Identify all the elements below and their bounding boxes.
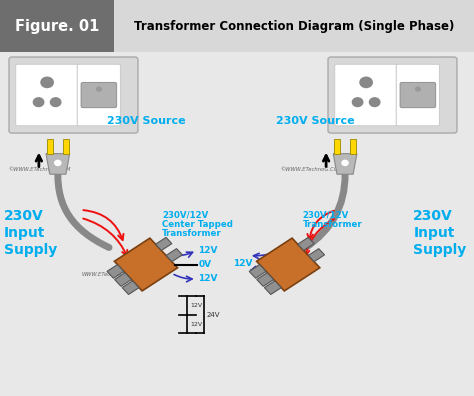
Polygon shape xyxy=(114,238,178,291)
FancyBboxPatch shape xyxy=(400,82,436,108)
Polygon shape xyxy=(257,273,273,286)
Polygon shape xyxy=(122,281,139,295)
Polygon shape xyxy=(155,237,172,250)
Polygon shape xyxy=(333,154,357,174)
Circle shape xyxy=(360,77,372,88)
FancyBboxPatch shape xyxy=(16,64,79,126)
FancyBboxPatch shape xyxy=(81,82,117,108)
Circle shape xyxy=(50,98,61,107)
Text: 230V/12V: 230V/12V xyxy=(162,210,209,219)
Text: ©WWW.ETechnoG.COM: ©WWW.ETechnoG.COM xyxy=(281,167,343,172)
Polygon shape xyxy=(166,249,182,262)
Bar xyxy=(47,139,53,154)
Polygon shape xyxy=(107,265,124,278)
Text: 12V: 12V xyxy=(198,246,218,255)
Circle shape xyxy=(55,160,61,166)
FancyBboxPatch shape xyxy=(77,64,120,126)
Polygon shape xyxy=(264,281,281,295)
Text: ©WWW.ETechnoG.COM: ©WWW.ETechnoG.COM xyxy=(9,167,71,172)
Bar xyxy=(350,139,356,154)
Circle shape xyxy=(41,77,53,88)
Text: 12V: 12V xyxy=(190,303,202,308)
Text: Center Tapped: Center Tapped xyxy=(162,219,233,228)
Circle shape xyxy=(369,98,380,107)
Polygon shape xyxy=(46,154,70,174)
Circle shape xyxy=(352,98,363,107)
Circle shape xyxy=(33,98,44,107)
Bar xyxy=(63,139,69,154)
Circle shape xyxy=(342,160,348,166)
Text: 24V: 24V xyxy=(206,312,219,318)
Bar xyxy=(0,0,114,52)
Polygon shape xyxy=(308,249,325,262)
Text: WWW.ETechnoG.COM: WWW.ETechnoG.COM xyxy=(82,272,139,276)
Text: Input: Input xyxy=(4,226,45,240)
Text: 230V/12V: 230V/12V xyxy=(302,210,349,219)
Text: Input: Input xyxy=(413,226,455,240)
Text: 12V: 12V xyxy=(190,322,202,327)
Text: Supply: Supply xyxy=(4,243,57,257)
Text: Transformer Connection Diagram (Single Phase): Transformer Connection Diagram (Single P… xyxy=(134,20,454,32)
Text: Supply: Supply xyxy=(413,243,466,257)
FancyBboxPatch shape xyxy=(9,57,138,133)
Text: Transformer: Transformer xyxy=(302,219,362,228)
FancyBboxPatch shape xyxy=(335,64,398,126)
Polygon shape xyxy=(249,265,266,278)
Polygon shape xyxy=(115,273,131,286)
Text: 12V: 12V xyxy=(233,259,253,268)
Text: Transformer: Transformer xyxy=(162,229,222,238)
Text: 230V Source: 230V Source xyxy=(276,116,355,126)
Bar xyxy=(114,0,474,52)
Polygon shape xyxy=(298,237,314,250)
Circle shape xyxy=(97,87,101,91)
Text: 230V Source: 230V Source xyxy=(107,116,185,126)
FancyBboxPatch shape xyxy=(328,57,457,133)
Text: 12V: 12V xyxy=(198,274,218,283)
Text: 230V: 230V xyxy=(413,209,453,223)
FancyBboxPatch shape xyxy=(396,64,439,126)
Text: 230V: 230V xyxy=(4,209,44,223)
Text: Figure. 01: Figure. 01 xyxy=(15,19,99,34)
Text: 0V: 0V xyxy=(198,260,211,269)
Bar xyxy=(334,139,340,154)
Polygon shape xyxy=(256,238,320,291)
Circle shape xyxy=(416,87,420,91)
